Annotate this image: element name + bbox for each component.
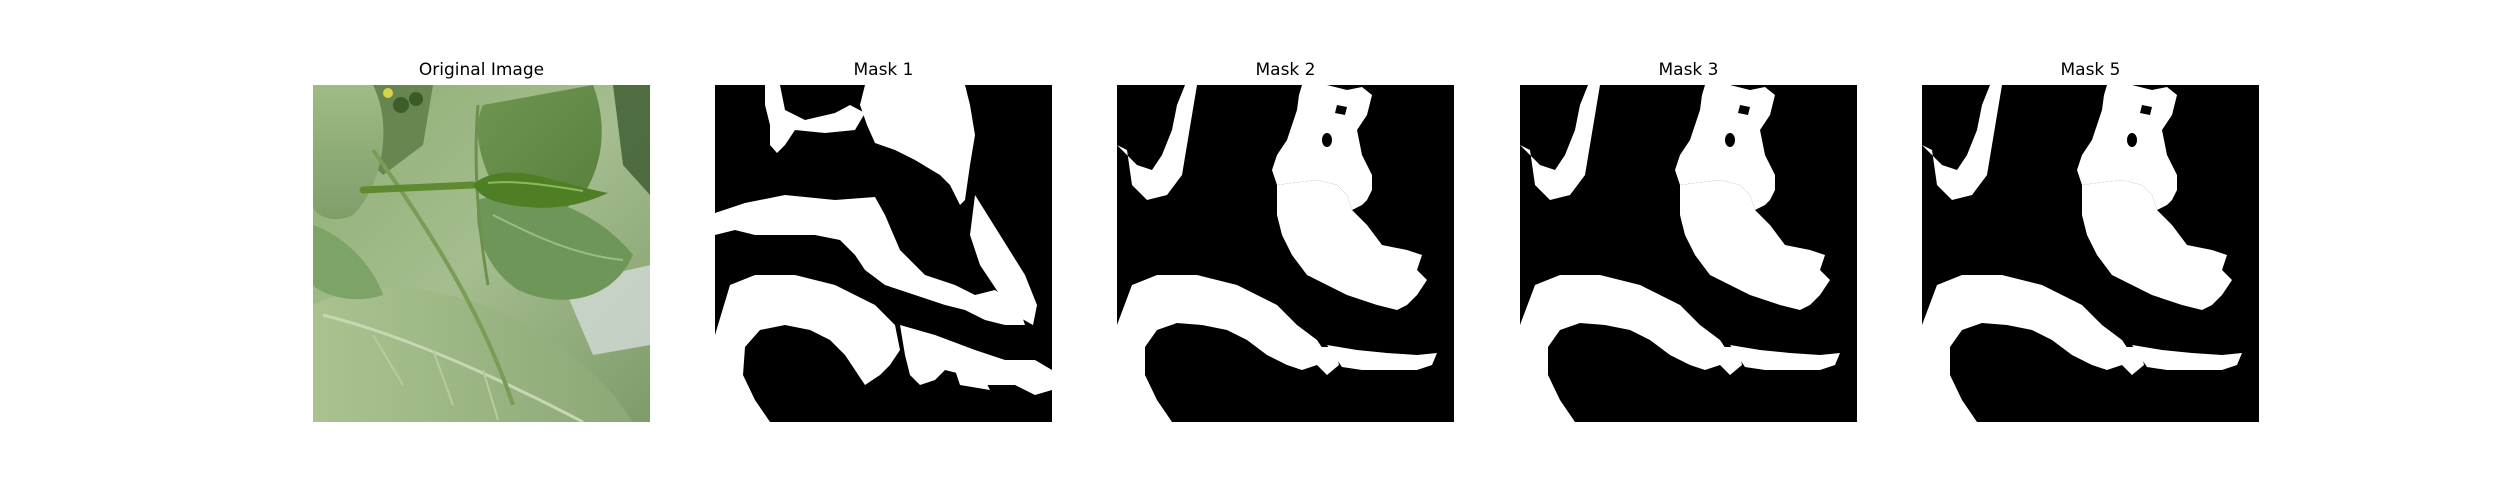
original-image: [313, 85, 650, 422]
panel-title-mask-2: Mask 2: [1255, 60, 1316, 80]
mask-1-image: [715, 85, 1052, 422]
mask-3-panel: Mask 3: [1520, 0, 1857, 500]
panel-title-original: Original Image: [418, 60, 545, 80]
mask-1-panel: Mask 1: [715, 0, 1052, 500]
mask-2-panel: Mask 2: [1117, 0, 1454, 500]
panel-title-mask-1: Mask 1: [853, 60, 914, 80]
original-image-panel: Original Image: [313, 0, 650, 500]
mask-2-image: [1117, 85, 1454, 422]
mask-5-panel: Mask 5: [1922, 0, 2259, 500]
panel-title-mask-3: Mask 3: [1658, 60, 1719, 80]
mask-5-image: [1922, 85, 2259, 422]
panel-title-mask-5: Mask 5: [2060, 60, 2121, 80]
mask-3-image: [1520, 85, 1857, 422]
